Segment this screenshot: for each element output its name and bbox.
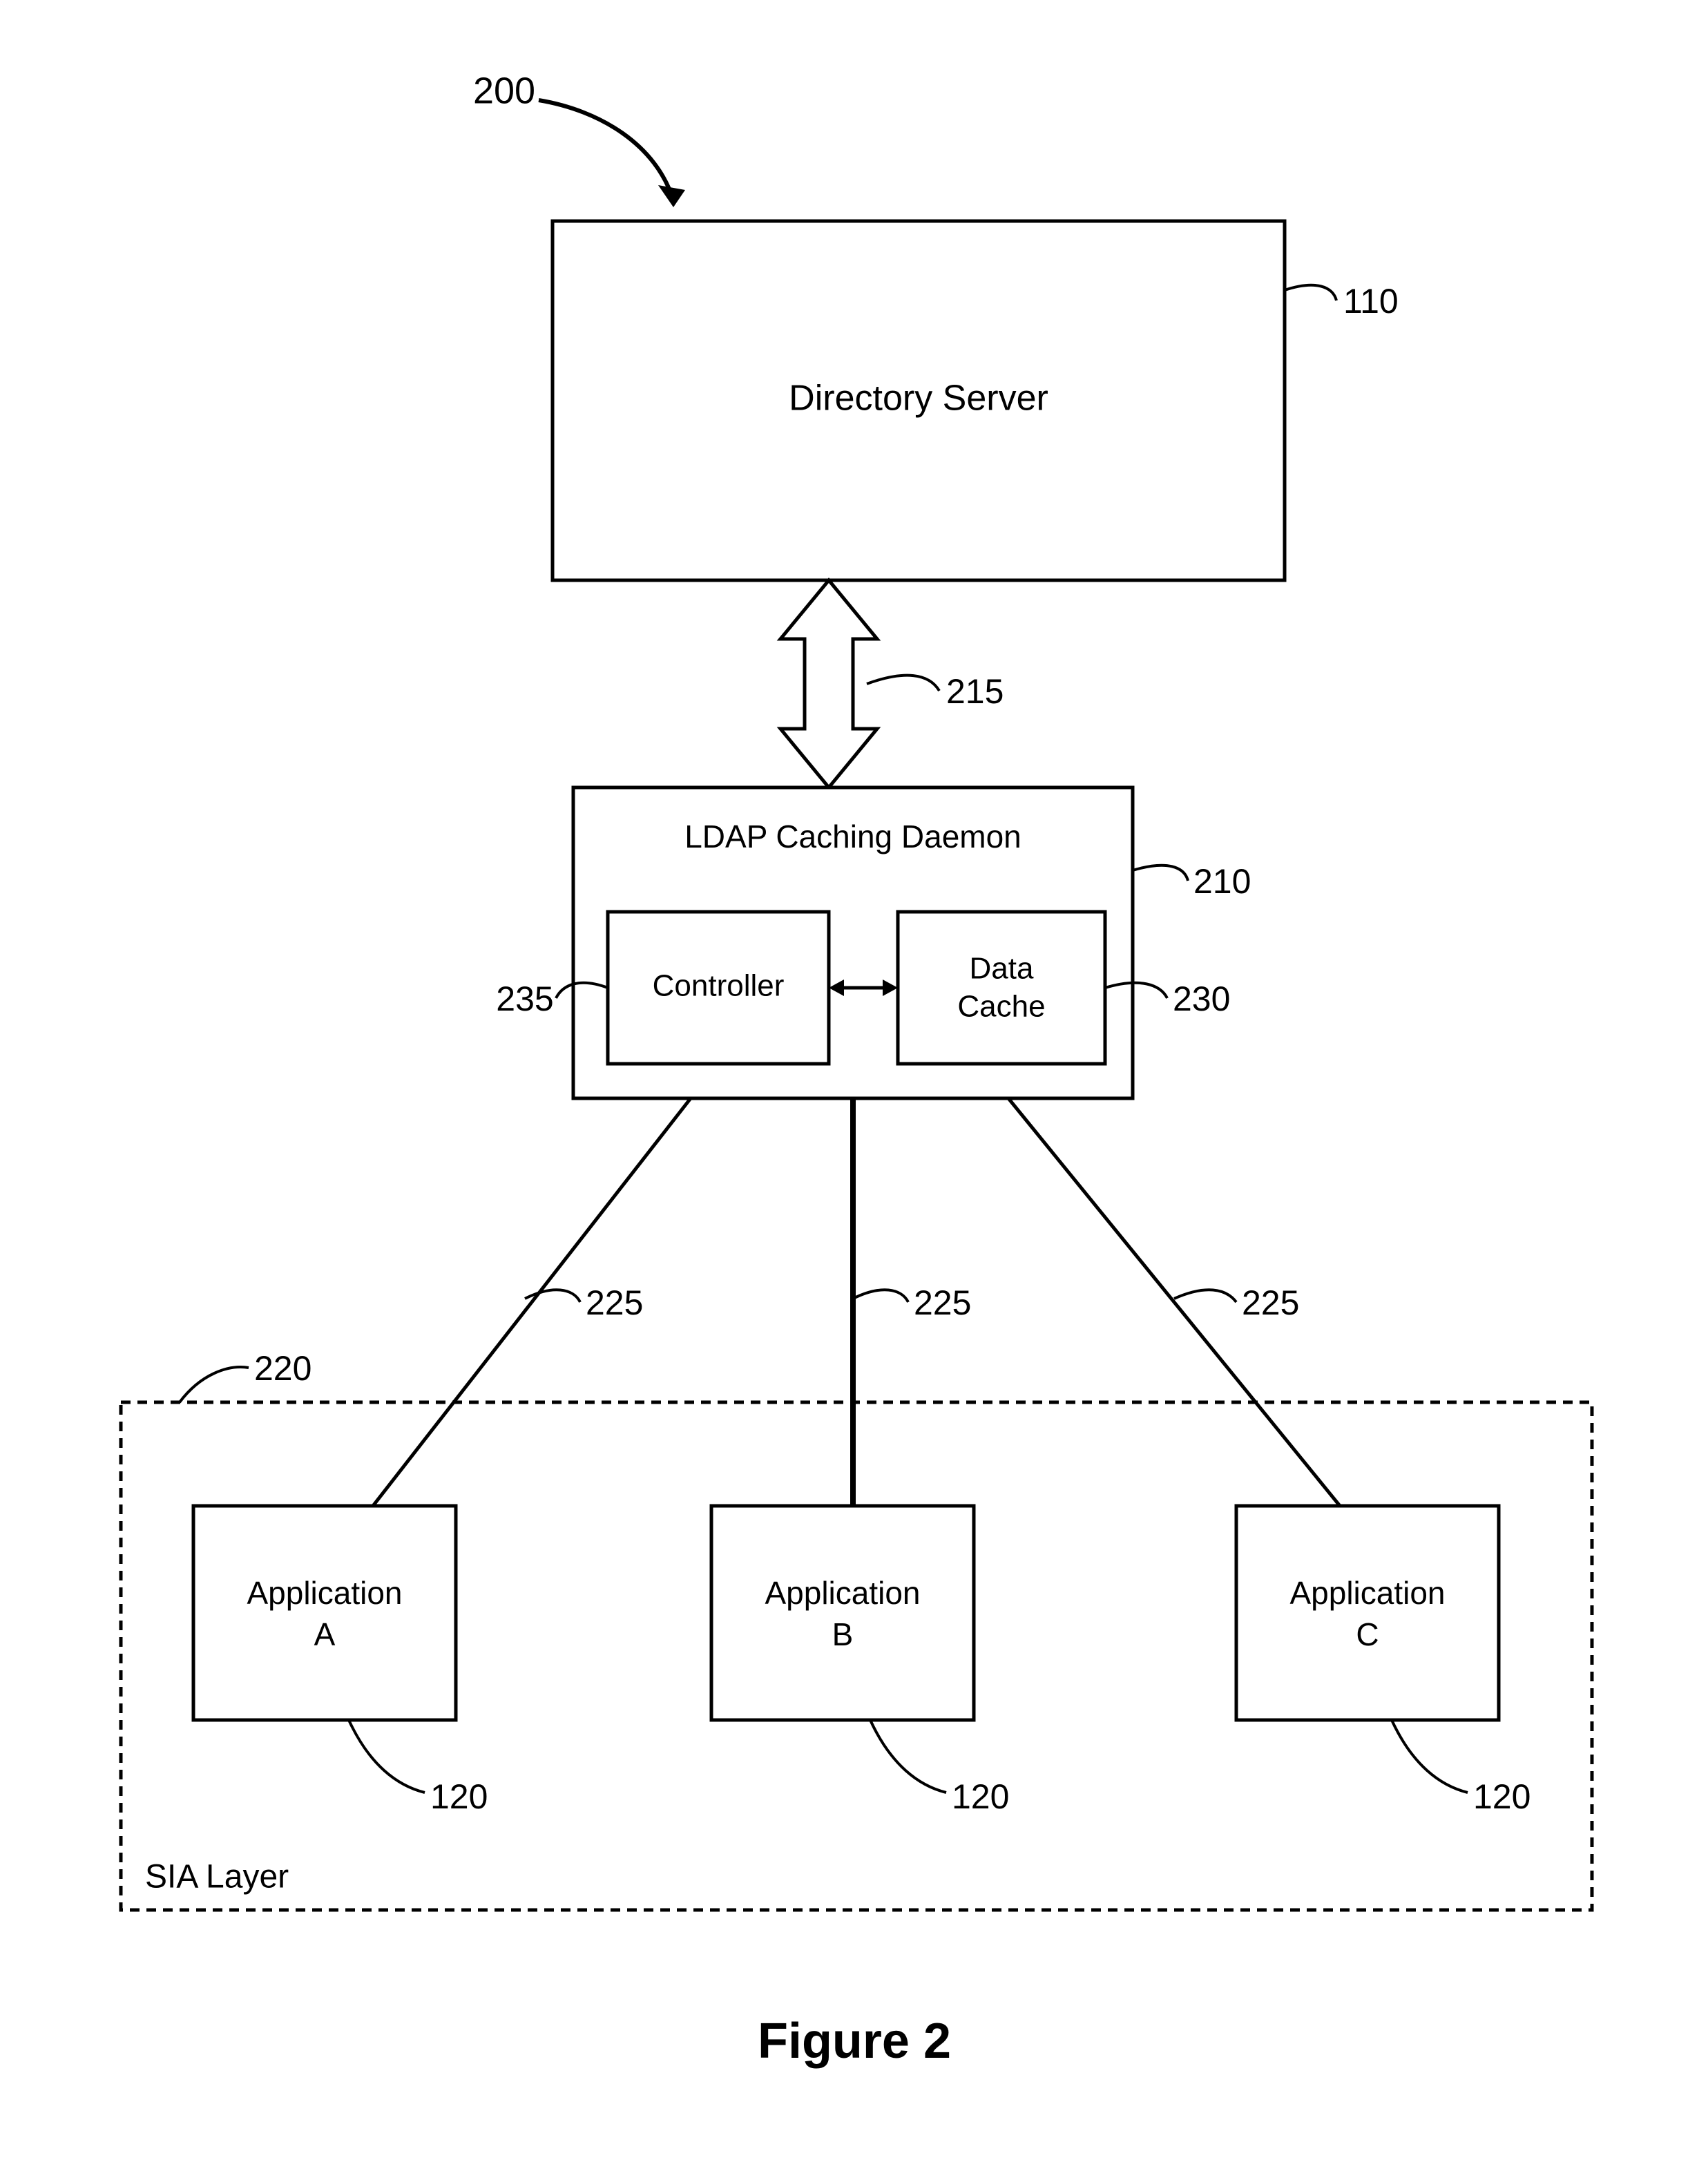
application-b-node: Application B bbox=[711, 1506, 974, 1720]
app-b-label-1: Application bbox=[765, 1575, 920, 1611]
sia-layer-label: SIA Layer bbox=[145, 1859, 289, 1895]
data-cache-label-2: Cache bbox=[957, 990, 1045, 1024]
ref-215: 215 bbox=[946, 672, 1004, 711]
figure-2-diagram: 200 Directory Server 110 215 LDAP Cachin… bbox=[0, 0, 1708, 2169]
app-a-label-2: A bbox=[314, 1616, 336, 1652]
app-c-label-1: Application bbox=[1289, 1575, 1445, 1611]
data-cache-label-1: Data bbox=[970, 952, 1034, 986]
application-c-node: Application C bbox=[1236, 1506, 1499, 1720]
ref-120-b: 120 bbox=[952, 1777, 1009, 1816]
figure-caption: Figure 2 bbox=[758, 2014, 951, 2069]
arrow-200 bbox=[539, 100, 685, 207]
ldap-caching-daemon-node: LDAP Caching Daemon Controller Data Cach… bbox=[573, 787, 1133, 1098]
ref-220: 220 bbox=[254, 1349, 311, 1388]
app-a-label-1: Application bbox=[247, 1575, 402, 1611]
ref-110: 110 bbox=[1343, 282, 1399, 321]
ref-225-b: 225 bbox=[914, 1283, 971, 1322]
controller-label: Controller bbox=[653, 969, 785, 1003]
application-a-node: Application A bbox=[193, 1506, 456, 1720]
ref-225-a: 225 bbox=[586, 1283, 643, 1322]
ldap-daemon-label: LDAP Caching Daemon bbox=[684, 819, 1021, 854]
app-c-label-2: C bbox=[1356, 1616, 1379, 1652]
ref-230: 230 bbox=[1173, 980, 1230, 1018]
ref-120-a: 120 bbox=[430, 1777, 488, 1816]
ref-200: 200 bbox=[473, 70, 535, 111]
controller-node: Controller bbox=[608, 912, 829, 1064]
bidirectional-arrow-icon bbox=[780, 580, 877, 787]
ref-235: 235 bbox=[496, 980, 553, 1018]
directory-server-node: Directory Server bbox=[553, 221, 1285, 580]
ref-210: 210 bbox=[1193, 862, 1251, 901]
ref-120-c: 120 bbox=[1473, 1777, 1531, 1816]
ref-225-c: 225 bbox=[1242, 1283, 1299, 1322]
app-b-label-2: B bbox=[832, 1616, 854, 1652]
directory-server-label: Directory Server bbox=[789, 379, 1048, 419]
data-cache-node: Data Cache bbox=[898, 912, 1105, 1064]
